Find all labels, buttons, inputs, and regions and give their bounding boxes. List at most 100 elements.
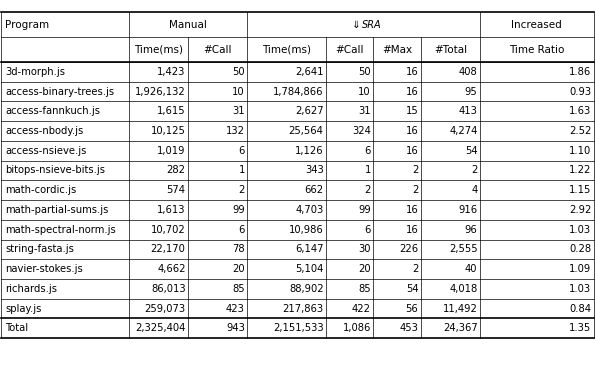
Text: Total: Total [5, 323, 28, 333]
Text: 78: 78 [232, 244, 245, 254]
Text: access-fannkuch.js: access-fannkuch.js [5, 106, 100, 116]
Text: 85: 85 [232, 284, 245, 294]
Text: 324: 324 [352, 126, 371, 136]
Text: 1.03: 1.03 [569, 284, 591, 294]
Text: 16: 16 [406, 146, 418, 156]
Text: Program: Program [5, 20, 49, 30]
Text: 4,703: 4,703 [295, 205, 324, 215]
Text: 4,274: 4,274 [449, 126, 478, 136]
Text: 40: 40 [465, 264, 478, 274]
Text: 2: 2 [412, 185, 418, 195]
Text: 99: 99 [232, 205, 245, 215]
Text: SRA: SRA [362, 20, 381, 30]
Text: 3d-morph.js: 3d-morph.js [5, 67, 65, 77]
Text: access-nbody.js: access-nbody.js [5, 126, 83, 136]
Text: #Call: #Call [203, 45, 232, 54]
Text: 423: 423 [226, 304, 245, 314]
Text: 259,073: 259,073 [145, 304, 186, 314]
Text: 16: 16 [406, 86, 418, 96]
Text: 10,125: 10,125 [151, 126, 186, 136]
Text: 132: 132 [226, 126, 245, 136]
Text: 408: 408 [459, 67, 478, 77]
Text: 11,492: 11,492 [443, 304, 478, 314]
Text: 1.35: 1.35 [569, 323, 591, 333]
Text: 662: 662 [305, 185, 324, 195]
Text: 22,170: 22,170 [151, 244, 186, 254]
Text: 54: 54 [406, 284, 418, 294]
Text: 6: 6 [365, 146, 371, 156]
Text: Time(ms): Time(ms) [262, 45, 311, 54]
Text: 56: 56 [406, 304, 418, 314]
Text: 50: 50 [358, 67, 371, 77]
Text: 1,423: 1,423 [157, 67, 186, 77]
Text: string-fasta.js: string-fasta.js [5, 244, 74, 254]
Text: 4,018: 4,018 [449, 284, 478, 294]
Text: math-cordic.js: math-cordic.js [5, 185, 76, 195]
Text: 1.86: 1.86 [569, 67, 591, 77]
Text: 1,615: 1,615 [157, 106, 186, 116]
Text: 15: 15 [406, 106, 418, 116]
Text: 31: 31 [358, 106, 371, 116]
Text: 6: 6 [239, 146, 245, 156]
Text: 2: 2 [412, 166, 418, 176]
Text: Increased: Increased [511, 20, 562, 30]
Text: 453: 453 [399, 323, 418, 333]
Text: 943: 943 [226, 323, 245, 333]
Text: 50: 50 [232, 67, 245, 77]
Text: 88,902: 88,902 [289, 284, 324, 294]
Text: 10,702: 10,702 [151, 224, 186, 235]
Text: 282: 282 [167, 166, 186, 176]
Text: 1.22: 1.22 [569, 166, 591, 176]
Text: 5,104: 5,104 [295, 264, 324, 274]
Text: 0.93: 0.93 [569, 86, 591, 96]
Text: 20: 20 [232, 264, 245, 274]
Text: 6: 6 [239, 224, 245, 235]
Text: 24,367: 24,367 [443, 323, 478, 333]
Text: 343: 343 [305, 166, 324, 176]
Text: 16: 16 [406, 67, 418, 77]
Text: bitops-nsieve-bits.js: bitops-nsieve-bits.js [5, 166, 105, 176]
Text: ⇓: ⇓ [352, 20, 361, 30]
Text: 10,986: 10,986 [289, 224, 324, 235]
Text: 1.63: 1.63 [569, 106, 591, 116]
Text: 10: 10 [232, 86, 245, 96]
Text: 0.28: 0.28 [569, 244, 591, 254]
Text: 413: 413 [459, 106, 478, 116]
Text: access-nsieve.js: access-nsieve.js [5, 146, 86, 156]
Text: 1,019: 1,019 [157, 146, 186, 156]
Text: math-partial-sums.js: math-partial-sums.js [5, 205, 108, 215]
Text: 96: 96 [465, 224, 478, 235]
Text: 25,564: 25,564 [289, 126, 324, 136]
Text: 0.84: 0.84 [569, 304, 591, 314]
Text: 2: 2 [239, 185, 245, 195]
Text: 1.03: 1.03 [569, 224, 591, 235]
Text: 95: 95 [465, 86, 478, 96]
Text: 1: 1 [365, 166, 371, 176]
Text: 217,863: 217,863 [283, 304, 324, 314]
Text: 30: 30 [358, 244, 371, 254]
Text: 916: 916 [458, 205, 478, 215]
Text: 20: 20 [358, 264, 371, 274]
Text: 1.15: 1.15 [569, 185, 591, 195]
Text: 2: 2 [471, 166, 478, 176]
Text: 4,662: 4,662 [157, 264, 186, 274]
Text: 85: 85 [358, 284, 371, 294]
Text: 16: 16 [406, 205, 418, 215]
Text: 16: 16 [406, 224, 418, 235]
Text: access-binary-trees.js: access-binary-trees.js [5, 86, 114, 96]
Text: 2,641: 2,641 [295, 67, 324, 77]
Text: Time Ratio: Time Ratio [509, 45, 565, 54]
Text: 1,784,866: 1,784,866 [273, 86, 324, 96]
Text: 16: 16 [406, 126, 418, 136]
Text: 2.92: 2.92 [569, 205, 591, 215]
Text: 2,627: 2,627 [295, 106, 324, 116]
Text: 2,555: 2,555 [449, 244, 478, 254]
Text: 1,613: 1,613 [157, 205, 186, 215]
Text: 54: 54 [465, 146, 478, 156]
Text: math-spectral-norm.js: math-spectral-norm.js [5, 224, 115, 235]
Text: 86,013: 86,013 [151, 284, 186, 294]
Text: 2,325,404: 2,325,404 [135, 323, 186, 333]
Text: 2: 2 [412, 264, 418, 274]
Text: Manual: Manual [169, 20, 207, 30]
Text: Time(ms): Time(ms) [134, 45, 183, 54]
